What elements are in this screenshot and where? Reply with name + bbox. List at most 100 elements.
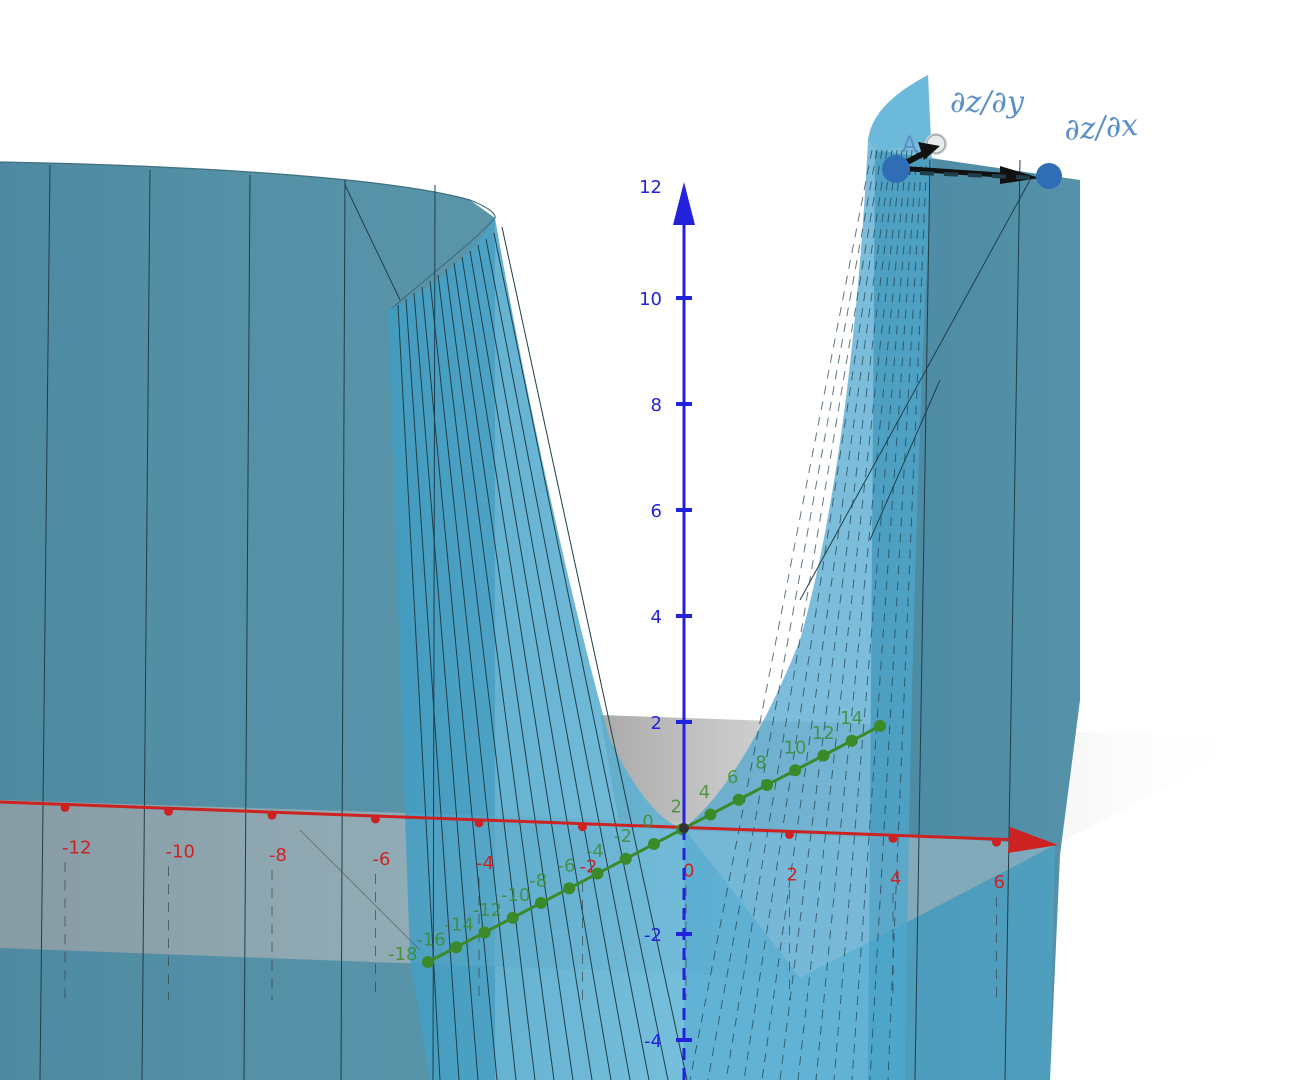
x-tick-label: -6 bbox=[373, 849, 391, 870]
mesh-hidden-line bbox=[887, 149, 928, 1080]
z-tick-label: -4 bbox=[644, 1031, 662, 1052]
surface-left-wall-rim bbox=[0, 161, 496, 311]
x-axis-ticks: -12 -10 -8 -6 -4 -2 0 2 4 6 bbox=[60, 802, 1005, 1000]
y-tick-label: -16 bbox=[416, 929, 445, 950]
mesh-line bbox=[421, 286, 498, 1080]
y-tick-label: -12 bbox=[473, 900, 502, 921]
surface-lower-front bbox=[684, 828, 1055, 1080]
mesh-hidden-line bbox=[779, 149, 898, 1080]
mesh-line bbox=[437, 274, 536, 1080]
x-tick-label: 2 bbox=[787, 864, 798, 885]
x-tick-label: -8 bbox=[269, 845, 287, 866]
z-tick-label: 8 bbox=[651, 395, 662, 416]
x-tick-mark bbox=[474, 818, 484, 828]
mesh-hidden-line bbox=[797, 149, 903, 1080]
y-tick-label: 12 bbox=[812, 723, 835, 744]
y-tick-mark[interactable] bbox=[648, 838, 660, 850]
z-axis-arrow bbox=[673, 182, 695, 225]
y-tick-label: 10 bbox=[784, 738, 807, 759]
x-tick-label: -12 bbox=[62, 837, 91, 858]
mesh-hidden-line bbox=[833, 149, 913, 1080]
y-tick-mark[interactable] bbox=[874, 720, 886, 732]
y-tick-label: 4 bbox=[699, 782, 710, 803]
mesh-line bbox=[477, 244, 631, 1080]
wall-diagonal bbox=[799, 179, 1031, 601]
x-tick-label: -4 bbox=[476, 853, 494, 874]
x-tick-label: 6 bbox=[994, 872, 1005, 893]
x-tick-label: 4 bbox=[890, 868, 901, 889]
mesh-hidden-line bbox=[869, 149, 923, 1080]
mesh-line bbox=[453, 262, 574, 1080]
mesh-line bbox=[501, 226, 688, 1080]
y-tick-label: 0 bbox=[642, 811, 653, 832]
y-tick-label: 2 bbox=[671, 797, 682, 818]
x-tick-mark bbox=[992, 837, 1001, 847]
x-tick-mark bbox=[785, 829, 794, 839]
surface-left-sheet bbox=[388, 218, 684, 1080]
floor-diagonal bbox=[299, 829, 421, 951]
y-tick-label: -6 bbox=[558, 856, 576, 877]
mesh-line bbox=[141, 169, 151, 1080]
y-tick-mark[interactable] bbox=[845, 734, 858, 747]
y-tick-mark[interactable] bbox=[450, 941, 463, 954]
origin-point bbox=[679, 823, 689, 833]
z-tick-label: 10 bbox=[639, 289, 662, 310]
x-tick-label: -10 bbox=[166, 841, 195, 862]
z-tick-label: 2 bbox=[651, 713, 662, 734]
x-tick-mark bbox=[888, 833, 898, 843]
mesh-line bbox=[432, 184, 436, 1080]
y-tick-mark[interactable] bbox=[761, 779, 773, 791]
point-a[interactable] bbox=[882, 155, 910, 183]
mesh-line bbox=[469, 250, 612, 1080]
mesh-line bbox=[914, 159, 931, 1080]
x-tick-label: 0 bbox=[683, 861, 694, 882]
z-tick-label: 4 bbox=[651, 607, 662, 628]
z-axis-ticks: 12 10 8 6 4 2 -2 -4 bbox=[639, 177, 692, 1052]
dzdy-label: ∂z/∂y bbox=[950, 85, 1025, 120]
mesh-hidden-line bbox=[761, 149, 893, 1080]
dzdy-arrowhead bbox=[918, 142, 940, 160]
y-tick-label: -18 bbox=[388, 944, 417, 965]
y-tick-mark[interactable] bbox=[591, 867, 604, 880]
y-tick-mark[interactable] bbox=[563, 882, 576, 895]
y-tick-label: 14 bbox=[840, 708, 863, 729]
mesh-hidden-line bbox=[815, 149, 908, 1080]
surface-mesh bbox=[39, 159, 1021, 1080]
y-tick-mark[interactable] bbox=[732, 793, 745, 806]
mesh-hidden-line bbox=[725, 149, 883, 1080]
mesh-hidden-line bbox=[851, 149, 918, 1080]
mesh-line bbox=[243, 174, 251, 1080]
mesh-line bbox=[413, 292, 479, 1080]
y-tick-mark[interactable] bbox=[478, 926, 491, 939]
point-a-label: A bbox=[902, 133, 917, 158]
x-tick-mark bbox=[60, 802, 70, 812]
mesh-hidden-line bbox=[743, 149, 888, 1080]
y-tick-label: -10 bbox=[501, 885, 530, 906]
dzdx-arrowhead bbox=[1000, 166, 1040, 184]
x-axis-arrow bbox=[1008, 827, 1058, 853]
y-tick-mark[interactable] bbox=[619, 852, 632, 865]
y-tick-mark[interactable] bbox=[422, 956, 434, 968]
mesh-line bbox=[429, 280, 517, 1080]
mesh-line bbox=[39, 164, 51, 1080]
y-tick-mark[interactable] bbox=[506, 911, 519, 924]
mesh-line bbox=[485, 238, 650, 1080]
x-tick-mark bbox=[371, 814, 380, 824]
y-tick-mark[interactable] bbox=[704, 808, 717, 821]
wall-diagonal bbox=[869, 379, 941, 541]
surface-top-lip bbox=[868, 75, 930, 152]
y-tick-label: -2 bbox=[614, 826, 632, 847]
z-tick-label: 6 bbox=[651, 501, 662, 522]
mesh-line bbox=[461, 256, 593, 1080]
y-tick-mark[interactable] bbox=[535, 897, 547, 909]
y-tick-label: -4 bbox=[586, 841, 604, 862]
y-tick-label: 6 bbox=[727, 767, 738, 788]
y-tick-mark[interactable] bbox=[817, 749, 830, 762]
y-tick-mark[interactable] bbox=[789, 764, 802, 777]
mesh-line bbox=[1004, 159, 1021, 1080]
x-tick-mark bbox=[267, 810, 277, 820]
dzdx-endpoint[interactable] bbox=[1036, 163, 1062, 189]
dzdx-label: ∂z/∂x bbox=[1063, 108, 1139, 148]
